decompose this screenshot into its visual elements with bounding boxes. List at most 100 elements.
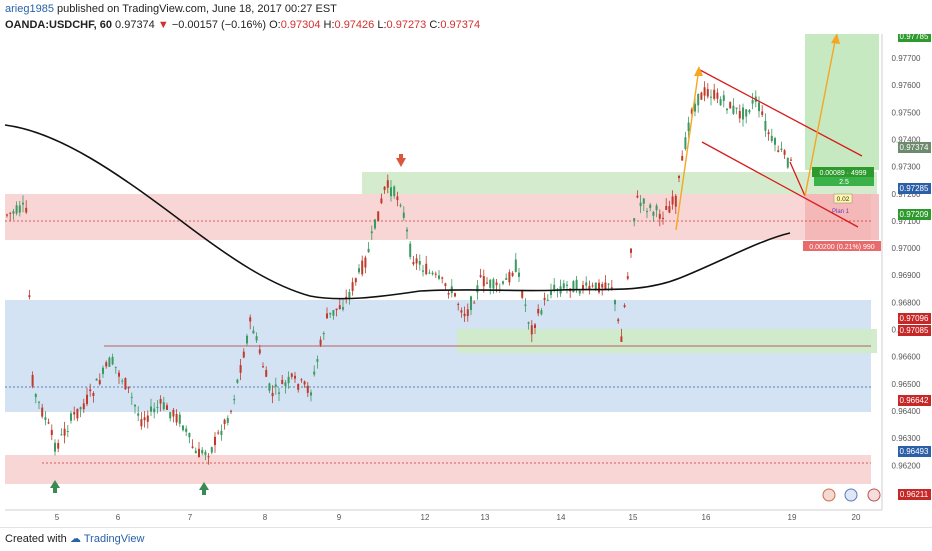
- candle-body: [249, 317, 252, 322]
- candle-body: [28, 295, 31, 298]
- price-badge: [898, 31, 931, 42]
- candle-body: [780, 148, 783, 150]
- candle-body: [409, 243, 412, 257]
- candle-body: [319, 339, 322, 346]
- forecast-arrow-future: [804, 35, 837, 197]
- price-badges: 0.97785 0.97374 0.97285 0.97209 0.97096 0.970…: [898, 31, 931, 500]
- candle-body: [447, 292, 450, 295]
- short-position-label: 0.00200 (0.21%) 990: [809, 244, 874, 251]
- candle-body: [444, 283, 447, 286]
- tradingview-brand: TradingView: [83, 533, 145, 545]
- flag-icon[interactable]: [867, 488, 881, 502]
- candle-body: [332, 310, 335, 316]
- candle-body: [169, 412, 172, 419]
- candle-body: [12, 211, 15, 214]
- event-icon-1[interactable]: [822, 488, 836, 502]
- candle-body: [18, 205, 21, 213]
- high-label: H:: [323, 19, 335, 31]
- price-badge-label: 0.97285: [900, 184, 929, 193]
- candle-body: [700, 92, 703, 100]
- candle-body: [390, 187, 392, 197]
- candle-body: [422, 270, 424, 272]
- resistance-zone: [5, 194, 871, 240]
- candle-body: [706, 89, 709, 97]
- candle-body: [278, 392, 280, 394]
- price-tick-label: 0.97700: [892, 54, 921, 63]
- candle-body: [178, 414, 181, 424]
- candle-body: [354, 278, 357, 283]
- symbol-label[interactable]: OANDA:USDCHF, 60: [5, 19, 112, 31]
- candle-body: [172, 409, 175, 417]
- candle-body: [735, 107, 738, 109]
- candle-body: [591, 285, 594, 287]
- created-with-text: Created with: [5, 533, 67, 545]
- author-link[interactable]: arieg1985: [5, 3, 54, 15]
- price-tick-label: 0.97600: [892, 81, 921, 90]
- candle-body: [418, 260, 421, 265]
- candle-body: [191, 446, 194, 448]
- price-tick-label: 0.97400: [892, 135, 921, 144]
- candle-body: [550, 290, 552, 295]
- time-axis[interactable]: 5 6 7 8 9 12 13 14 15 16 19 20: [55, 513, 861, 522]
- candle-body: [313, 371, 316, 375]
- candle-body: [255, 336, 258, 341]
- time-tick-label: 7: [188, 513, 193, 522]
- event-icon-2[interactable]: [844, 488, 858, 502]
- price-tick-label: 0.96900: [892, 271, 921, 280]
- candle-body: [380, 198, 383, 204]
- time-tick-label: 15: [629, 513, 638, 522]
- long-position-badge[interactable]: [812, 167, 874, 177]
- time-tick-label: 19: [788, 513, 797, 522]
- short-position-badge[interactable]: [803, 241, 881, 251]
- candle-body: [38, 401, 40, 403]
- candle-body: [770, 135, 773, 142]
- down-arrow-icon: ▼: [157, 19, 169, 31]
- buy-arrow-stem-2: [202, 489, 206, 495]
- candle-body: [111, 356, 114, 365]
- published-text: published on TradingView.com, June 18, 2…: [57, 3, 337, 15]
- candle-body: [626, 276, 629, 279]
- candle-body: [140, 419, 143, 427]
- candle-body: [358, 268, 360, 273]
- green-zone-mid: [457, 329, 877, 353]
- candle-body: [290, 373, 293, 377]
- tradingview-logo[interactable]: ☁ TradingView: [70, 532, 144, 545]
- time-tick-label: 14: [557, 513, 566, 522]
- candle-body: [623, 305, 626, 307]
- candle-body: [399, 205, 402, 207]
- candle-body: [438, 275, 440, 279]
- candle-body: [370, 231, 373, 234]
- open-label: O:: [269, 19, 281, 31]
- candle-body: [476, 285, 479, 293]
- candle-body: [537, 308, 540, 314]
- moving-average-line: [4, 124, 791, 300]
- buy-arrow-icon-1: [50, 480, 60, 488]
- channel-lower-line[interactable]: [701, 141, 859, 228]
- candle-body: [204, 451, 207, 456]
- price-axis[interactable]: 0.97700 0.97600 0.97500 0.97400 0.97300 0.972…: [892, 54, 921, 470]
- candle-body: [31, 374, 34, 387]
- candle-body: [217, 432, 220, 434]
- candle-body: [150, 406, 152, 412]
- candle-body: [351, 282, 354, 291]
- candle-body: [594, 282, 597, 290]
- long-ratio-label: 2.5: [839, 179, 849, 186]
- candle-body: [367, 248, 370, 253]
- candle-body: [326, 313, 328, 319]
- candle-body: [156, 406, 159, 408]
- low-label: L:: [377, 19, 387, 31]
- price-badge: [898, 183, 931, 194]
- candle-body: [489, 279, 492, 288]
- candle-body: [495, 282, 498, 286]
- open-value: 0.97304: [280, 19, 321, 31]
- channel-drop-line: [789, 161, 806, 197]
- small-note-box[interactable]: [833, 193, 853, 204]
- price-tick-label: 0.97100: [892, 217, 921, 226]
- candle-body: [310, 392, 312, 396]
- channel-upper-line[interactable]: [699, 69, 863, 157]
- plan-label: Plan 1: [832, 209, 850, 215]
- price-change: −0.00157 (−0.16%): [171, 19, 266, 31]
- candle-body: [73, 412, 76, 415]
- candle-body: [415, 258, 418, 264]
